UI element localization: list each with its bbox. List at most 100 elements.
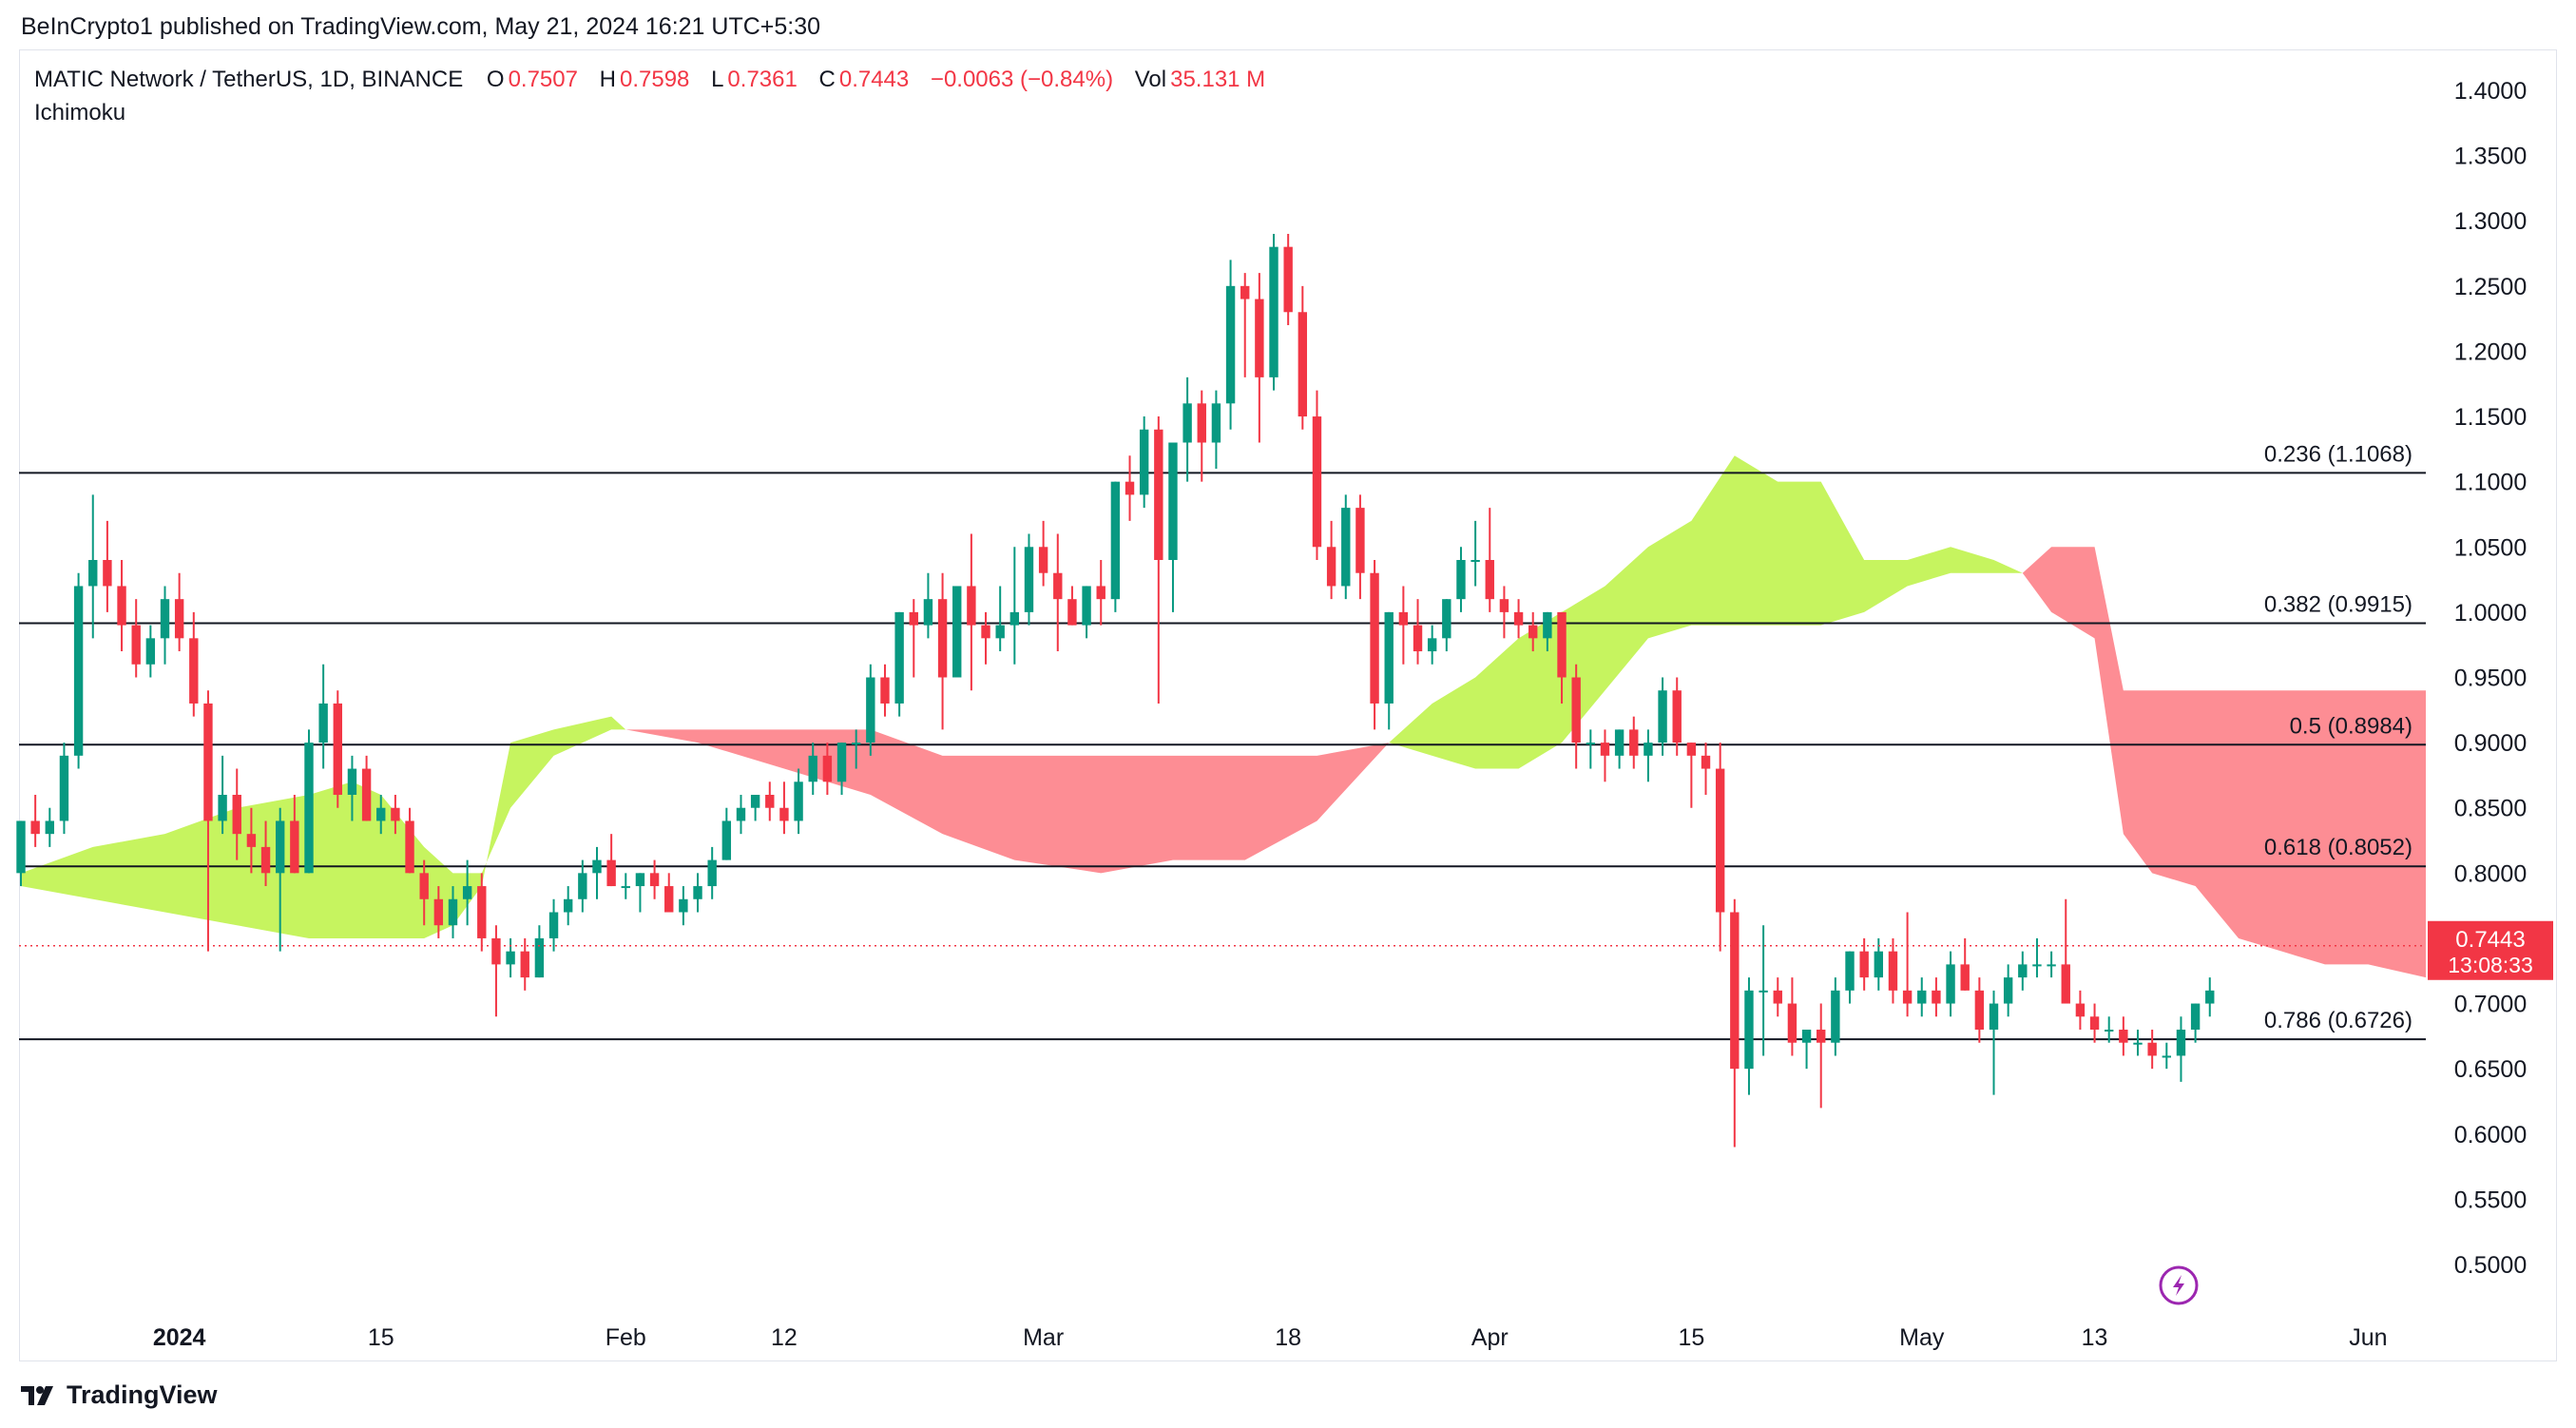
- candle-body[interactable]: [952, 586, 962, 678]
- candle-body[interactable]: [1009, 611, 1020, 626]
- candle-body[interactable]: [995, 625, 1005, 639]
- candle-body[interactable]: [1240, 285, 1250, 299]
- candle-body[interactable]: [967, 586, 976, 626]
- candle-body[interactable]: [290, 820, 299, 874]
- candle-body[interactable]: [649, 873, 660, 887]
- candle-body[interactable]: [1974, 990, 1985, 1030]
- candle-body[interactable]: [1686, 743, 1697, 756]
- candle-body[interactable]: [894, 611, 904, 704]
- candle-body[interactable]: [260, 846, 271, 874]
- candle-body[interactable]: [462, 886, 472, 899]
- candle-body[interactable]: [1932, 990, 1941, 1004]
- candle-body[interactable]: [1499, 599, 1509, 612]
- candle-body[interactable]: [1312, 416, 1322, 548]
- candle-body[interactable]: [506, 951, 515, 965]
- candle-body[interactable]: [117, 586, 126, 626]
- candle-body[interactable]: [1413, 625, 1423, 652]
- candle-body[interactable]: [2147, 1042, 2157, 1056]
- candle-body[interactable]: [1067, 599, 1077, 626]
- candle-body[interactable]: [1960, 964, 1970, 991]
- candle-body[interactable]: [1658, 690, 1667, 743]
- candle-body[interactable]: [203, 703, 213, 821]
- candle-body[interactable]: [131, 625, 141, 665]
- candle-body[interactable]: [2018, 964, 2028, 978]
- candle-body[interactable]: [606, 859, 616, 887]
- candle-body[interactable]: [1859, 951, 1869, 978]
- candle-body[interactable]: [1600, 743, 1610, 756]
- candle-body[interactable]: [103, 560, 112, 587]
- candle-body[interactable]: [765, 795, 775, 808]
- candle-body[interactable]: [1902, 990, 1913, 1004]
- candle-body[interactable]: [664, 886, 674, 913]
- candle-body[interactable]: [1211, 403, 1221, 443]
- candle-body[interactable]: [304, 743, 314, 874]
- candle-body[interactable]: [1168, 442, 1178, 561]
- candle-body[interactable]: [721, 820, 732, 860]
- candle-body[interactable]: [1125, 481, 1135, 495]
- candle-body[interactable]: [59, 755, 69, 821]
- candle-body[interactable]: [246, 834, 257, 847]
- candle-body[interactable]: [2105, 1030, 2114, 1032]
- candle-body[interactable]: [189, 638, 199, 704]
- candle-body[interactable]: [592, 859, 602, 874]
- candle-body[interactable]: [1730, 912, 1740, 1070]
- candle-body[interactable]: [1773, 990, 1782, 1004]
- candle-body[interactable]: [1801, 1030, 1812, 1043]
- candle-body[interactable]: [1571, 677, 1581, 743]
- tradingview-logo[interactable]: TradingView: [21, 1380, 218, 1410]
- candle-body[interactable]: [1082, 586, 1091, 626]
- candle-body[interactable]: [1384, 611, 1394, 704]
- candle-body[interactable]: [419, 873, 429, 899]
- candle-body[interactable]: [736, 807, 746, 821]
- candle-body[interactable]: [866, 677, 875, 743]
- candle-body[interactable]: [981, 625, 990, 639]
- candle-body[interactable]: [1255, 299, 1264, 377]
- candle-body[interactable]: [1182, 403, 1192, 443]
- candle-body[interactable]: [880, 677, 890, 704]
- candle-body[interactable]: [318, 703, 328, 743]
- indicator-name[interactable]: Ichimoku: [34, 100, 126, 125]
- candle-body[interactable]: [145, 638, 156, 665]
- candle-body[interactable]: [578, 873, 587, 899]
- candle-body[interactable]: [1110, 481, 1121, 600]
- candle-body[interactable]: [1917, 990, 1927, 1004]
- candle-body[interactable]: [2205, 990, 2215, 1004]
- candle-body[interactable]: [1817, 1030, 1826, 1043]
- candle-body[interactable]: [1225, 285, 1236, 404]
- candle-body[interactable]: [30, 820, 40, 835]
- candle-body[interactable]: [679, 898, 688, 913]
- candle-body[interactable]: [1485, 560, 1494, 600]
- candle-body[interactable]: [1326, 547, 1336, 587]
- candle-body[interactable]: [1946, 964, 1955, 1004]
- candle-body[interactable]: [1744, 990, 1754, 1070]
- candle-body[interactable]: [1456, 560, 1466, 600]
- candle-body[interactable]: [1874, 951, 1884, 978]
- candle-body[interactable]: [1096, 586, 1105, 600]
- candle-body[interactable]: [1787, 1003, 1797, 1043]
- candle-body[interactable]: [2190, 1003, 2201, 1030]
- candle-body[interactable]: [174, 599, 184, 639]
- candle-body[interactable]: [347, 768, 357, 795]
- candle-body[interactable]: [2162, 1055, 2172, 1058]
- candle-body[interactable]: [1269, 246, 1278, 377]
- candle-body[interactable]: [520, 951, 529, 978]
- candle-body[interactable]: [1370, 572, 1379, 704]
- candle-body[interactable]: [376, 807, 386, 821]
- candle-body[interactable]: [361, 768, 372, 821]
- candle-body[interactable]: [707, 859, 717, 887]
- candle-body[interactable]: [433, 898, 444, 926]
- candle-body[interactable]: [534, 937, 545, 978]
- candle-body[interactable]: [937, 599, 948, 678]
- candle-body[interactable]: [88, 560, 98, 587]
- candle-body[interactable]: [391, 807, 400, 821]
- candle-body[interactable]: [1528, 625, 1538, 639]
- candle-body[interactable]: [1038, 547, 1048, 573]
- candle-body[interactable]: [2047, 964, 2056, 967]
- candle-body[interactable]: [2119, 1030, 2128, 1043]
- candle-body[interactable]: [160, 599, 170, 639]
- candle-body[interactable]: [1283, 246, 1293, 313]
- candle-body[interactable]: [822, 755, 833, 782]
- candle-body[interactable]: [1701, 755, 1711, 769]
- candle-body[interactable]: [2089, 1016, 2100, 1030]
